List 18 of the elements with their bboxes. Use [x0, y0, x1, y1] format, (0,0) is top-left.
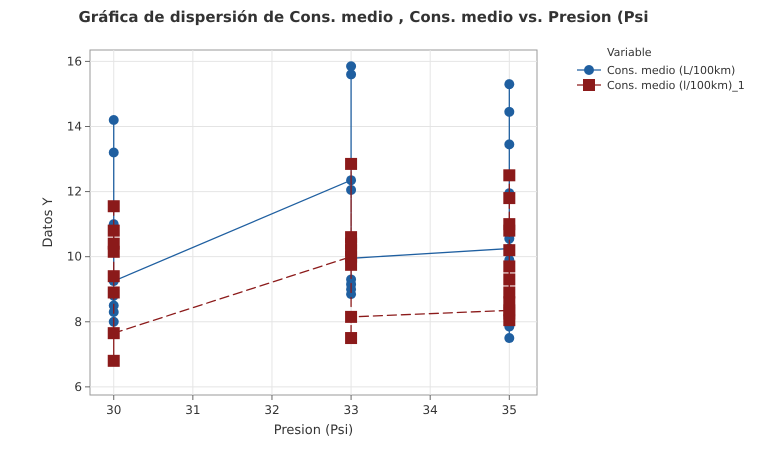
x-tick-label: 35 [502, 403, 517, 417]
chart-title: Gráfica de dispersión de Cons. medio , Cons. medio vs. Presion (Psi [78, 8, 648, 26]
y-tick-label: 14 [66, 119, 82, 134]
x-axis-title: Presion (Psi) [274, 423, 354, 438]
legend-label: Cons. medio (L/100km) [607, 64, 736, 77]
x-tick-label: 33 [343, 403, 359, 417]
y-tick-label: 8 [74, 314, 82, 329]
x-tick-label: 30 [106, 403, 122, 417]
x-tick-label: 31 [185, 403, 200, 417]
x-tick-label: 34 [422, 403, 438, 417]
y-axis-title: Datos Y [41, 198, 56, 248]
legend-title: Variable [607, 46, 652, 59]
legend-label: Cons. medio (l/100km)_1 [607, 79, 745, 92]
y-tick-label: 6 [74, 380, 82, 394]
x-tick-label: 32 [264, 403, 280, 417]
y-tick-label: 10 [66, 250, 82, 264]
y-tick-label: 16 [66, 54, 82, 68]
y-tick-label: 12 [66, 184, 82, 199]
